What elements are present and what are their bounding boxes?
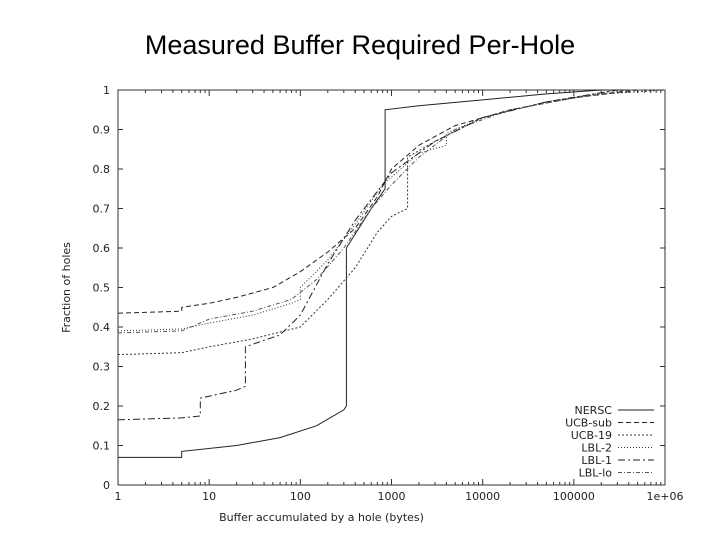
x-tick-label: 100000 bbox=[553, 490, 595, 503]
y-tick-label: 0 bbox=[103, 479, 110, 492]
y-tick-label: 0.3 bbox=[93, 361, 111, 374]
x-tick-label: 10000 bbox=[465, 490, 500, 503]
series-line-lbl-2 bbox=[117, 89, 665, 332]
legend-label-lbl-2: LBL-2 bbox=[581, 442, 612, 455]
y-tick-label: 0.5 bbox=[93, 282, 111, 295]
y-tick-label: 0.9 bbox=[93, 124, 111, 137]
series-line-ucb-sub bbox=[117, 89, 665, 314]
series-line-nersc bbox=[118, 89, 665, 458]
y-tick-label: 1 bbox=[103, 84, 110, 97]
series-line-lbl-1 bbox=[117, 89, 665, 421]
x-axis-title: Buffer accumulated by a hole (bytes) bbox=[219, 511, 424, 524]
legend-label-nersc: NERSC bbox=[575, 404, 613, 417]
y-tick-label: 0.8 bbox=[93, 163, 111, 176]
x-tick-label: 1e+06 bbox=[647, 490, 684, 503]
legend-label-lbl-1: LBL-1 bbox=[581, 454, 612, 467]
legend-label-ucb-sub: UCB-sub bbox=[565, 417, 612, 430]
y-tick-label: 0.2 bbox=[93, 400, 111, 413]
y-tick-label: 0.6 bbox=[93, 242, 111, 255]
x-tick-label: 10 bbox=[202, 490, 216, 503]
slide-title: Measured Buffer Required Per-Hole bbox=[144, 30, 576, 60]
y-tick-label: 0.1 bbox=[93, 440, 111, 453]
series-line-lbl-lo bbox=[117, 89, 665, 334]
y-tick-label: 0.7 bbox=[93, 203, 111, 216]
y-tick-label: 0.4 bbox=[93, 321, 111, 334]
legend-label-lbl-lo: LBL-lo bbox=[579, 467, 613, 480]
x-tick-label: 1000 bbox=[378, 490, 406, 503]
y-axis-title: Fraction of holes bbox=[60, 242, 73, 333]
legend-label-ucb-19: UCB-19 bbox=[571, 429, 612, 442]
x-tick-label: 1 bbox=[115, 490, 122, 503]
series-line-ucb-19 bbox=[117, 89, 666, 356]
x-tick-label: 100 bbox=[290, 490, 311, 503]
